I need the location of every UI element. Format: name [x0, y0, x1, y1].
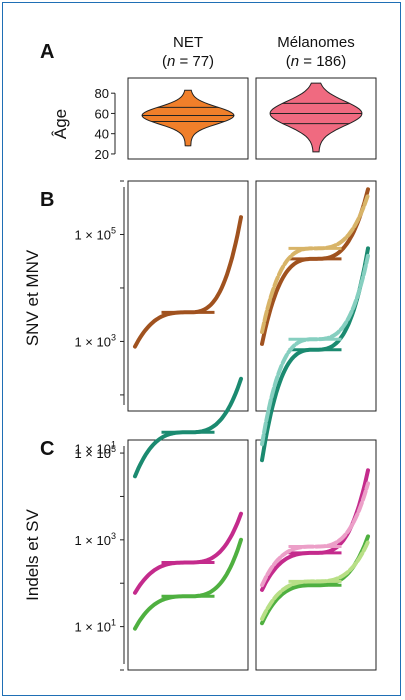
- panel-a-net-frame: [127, 77, 249, 160]
- indels-tick-label: 1 × 103: [74, 531, 116, 548]
- panel-c-net-frame: [127, 439, 249, 671]
- y-axis-label-indels: Indels et SV: [23, 509, 42, 601]
- age-tick-label: 80: [95, 86, 109, 101]
- violin-0: [141, 89, 235, 147]
- panel-b-layer: 1 × 105 1 × 103 1 × 101: [74, 180, 370, 479]
- violin-1: [269, 82, 363, 153]
- column-n-melanomes: (n = 186): [286, 53, 346, 70]
- snv-curve-mnv: [133, 376, 243, 479]
- column-n-net: (n = 77): [162, 53, 214, 70]
- panel-b-net-frame: [127, 180, 249, 412]
- snv-curve-snv: [260, 187, 370, 346]
- snv-tick-label: 1 × 103: [74, 332, 116, 349]
- indels-tick-label: 1 × 101: [74, 618, 116, 635]
- panel-c-mel-frame: [255, 439, 377, 671]
- panel-c-layer: 1 × 105 1 × 103 1 × 101: [74, 444, 370, 671]
- column-title-melanomes: Mélanomes: [277, 34, 355, 51]
- y-axis-label-snv: SNV et MNV: [23, 249, 42, 346]
- panel-a-layer: 20 40 60 80: [95, 82, 363, 162]
- panel-label-c: C: [40, 438, 54, 460]
- indels-tick-label: 1 × 105: [74, 444, 116, 461]
- panel-label-a: A: [40, 41, 54, 63]
- snv-tick-label: 1 × 101: [74, 439, 116, 456]
- indels-curve-indels: [260, 468, 370, 592]
- y-axis-label-age: Âge: [51, 109, 70, 139]
- age-tick-label: 60: [95, 106, 109, 121]
- panel-a-mel-frame: [255, 77, 377, 160]
- indels-curve-sv: [133, 537, 243, 631]
- snv-curve-snv: [133, 215, 243, 349]
- indels-curve-indels: [133, 511, 243, 595]
- column-title-net: NET: [173, 34, 203, 51]
- panel-label-b: B: [40, 189, 54, 211]
- age-tick-label: 20: [95, 147, 109, 162]
- age-tick-label: 40: [95, 127, 109, 142]
- snv-tick-label: 1 × 105: [74, 225, 116, 242]
- panel-b-mel-frame: [255, 180, 377, 412]
